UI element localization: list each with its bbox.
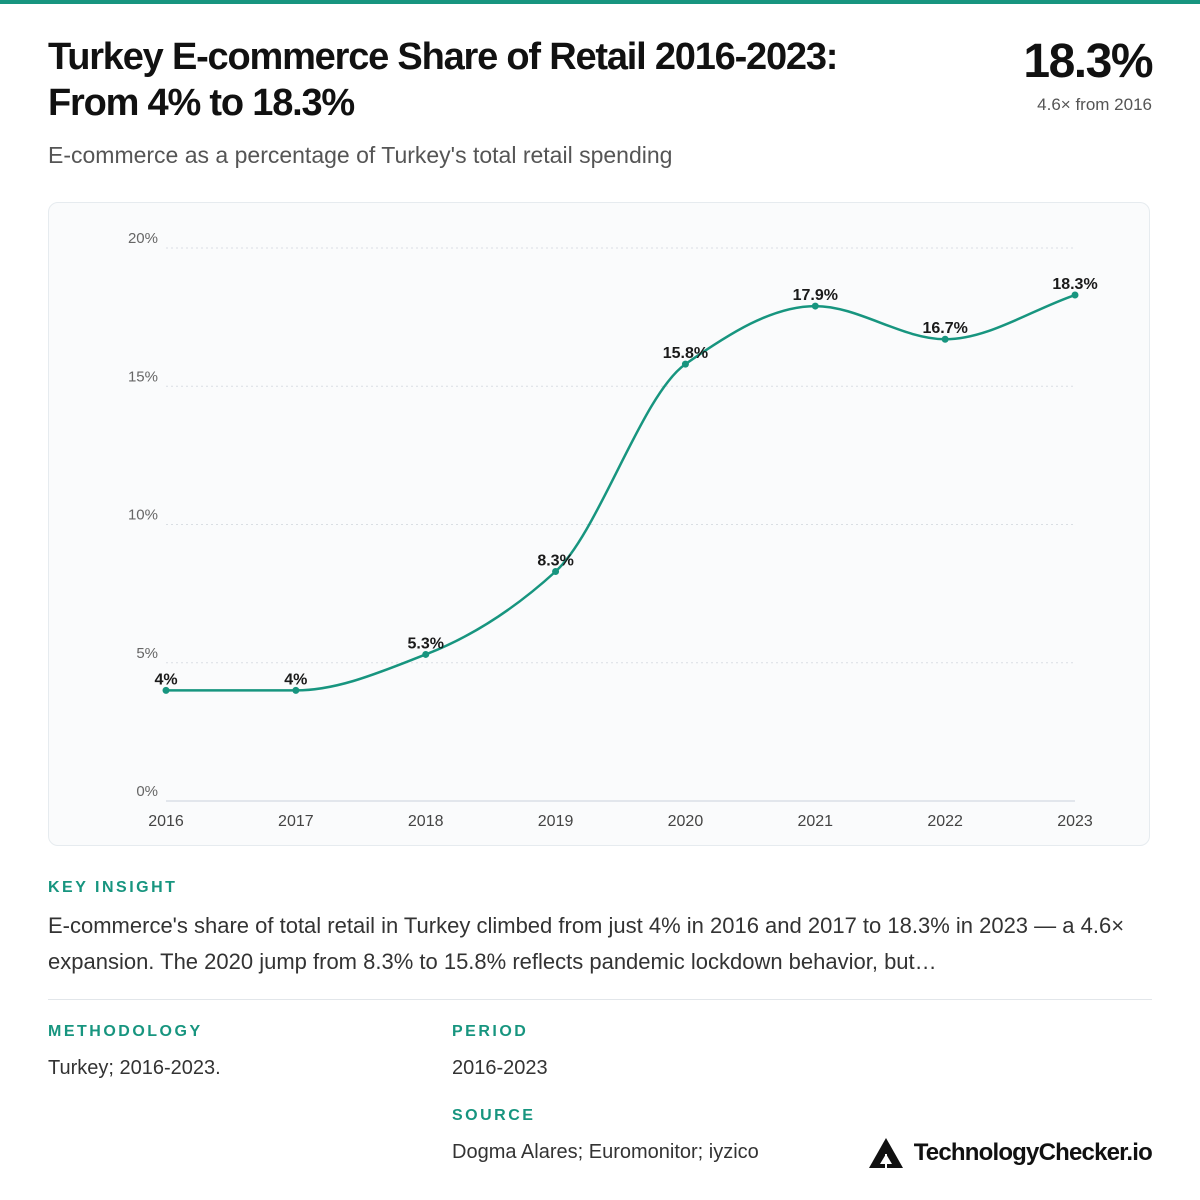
data-label: 17.9% (793, 287, 838, 304)
data-label: 18.3% (1052, 276, 1097, 293)
title-line-2: From 4% to 18.3% (48, 82, 355, 124)
y-tick-label: 0% (136, 783, 158, 800)
brand-name: TechnologyChecker.io (913, 1139, 1153, 1166)
data-label: 5.3% (407, 635, 443, 652)
line-chart: 0% 5% 10% 15% 20% 2016 2017 2018 2019 2020 2021 202… (128, 230, 1098, 830)
data-point (681, 360, 689, 368)
key-insight-heading: KEY INSIGHT (48, 879, 178, 896)
data-point (941, 335, 949, 343)
data-label: 15.8% (663, 345, 708, 362)
data-point (552, 568, 560, 576)
brand-logo[interactable]: TechnologyChecker.io (868, 1136, 1153, 1170)
x-tick-label: 2018 (408, 813, 444, 830)
triangle-logo-icon (868, 1138, 903, 1168)
source-heading: SOURCE (452, 1107, 536, 1124)
data-point (1071, 291, 1079, 299)
top-accent-bar (0, 0, 1200, 4)
title-line-1: Turkey E-commerce Share of Retail 2016-2… (48, 36, 838, 78)
period-text: 2016-2023 (452, 1057, 548, 1079)
headline-kpi-note: 4.6× from 2016 (1037, 95, 1152, 114)
x-tick-label: 2019 (538, 813, 574, 830)
y-tick-label: 15% (128, 368, 158, 385)
data-label: 4% (284, 671, 307, 688)
x-tick-label: 2022 (927, 813, 963, 830)
data-point (162, 686, 170, 694)
series-line (166, 293, 1076, 692)
y-tick-label: 20% (128, 230, 158, 247)
methodology-text: Turkey; 2016-2023. (48, 1057, 221, 1079)
data-label: 16.7% (922, 320, 967, 337)
data-label: 8.3% (537, 553, 573, 570)
x-tick-label: 2023 (1057, 813, 1093, 830)
page-title: Turkey E-commerce Share of Retail 2016-2… (48, 34, 948, 126)
headline-kpi-value: 18.3% (1023, 35, 1153, 88)
period-heading: PERIOD (452, 1023, 529, 1040)
section-divider (48, 999, 1152, 1000)
source-text: Dogma Alares; Euromonitor; iyzico (452, 1141, 759, 1163)
x-tick-label: 2017 (278, 813, 314, 830)
data-point (292, 686, 300, 694)
data-point (811, 302, 819, 310)
x-tick-label: 2016 (148, 813, 184, 830)
x-tick-label: 2021 (797, 813, 833, 830)
key-insight-text: E-commerce's share of total retail in Tu… (48, 913, 1125, 974)
data-label: 4% (154, 671, 177, 688)
data-point (422, 650, 430, 658)
y-tick-label: 10% (128, 507, 158, 524)
chart-card: 0% 5% 10% 15% 20% 2016 2017 2018 2019 2020 2021 202… (48, 202, 1150, 846)
y-tick-label: 5% (136, 645, 158, 662)
chart-subtitle: E-commerce as a percentage of Turkey's t… (48, 142, 673, 168)
methodology-heading: METHODOLOGY (48, 1023, 203, 1040)
x-tick-label: 2020 (668, 813, 704, 830)
